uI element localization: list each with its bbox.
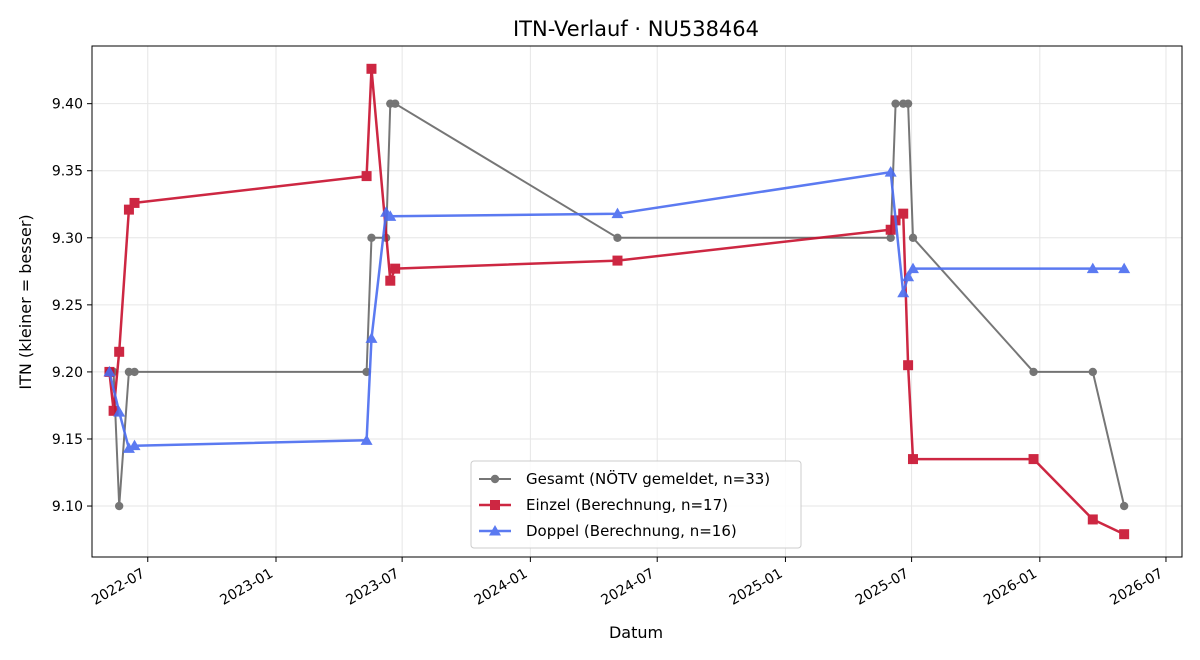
data-point [108, 405, 119, 416]
y-axis: 9.10 9.15 9.20 9.25 9.30 9.35 9.40 [52, 97, 92, 515]
data-point [360, 434, 373, 445]
data-point [130, 367, 139, 377]
data-point [367, 233, 376, 242]
data-point [1088, 367, 1097, 377]
data-point [1118, 262, 1131, 274]
y-tick-label: 9.20 [52, 365, 83, 381]
data-point [612, 255, 623, 266]
y-axis-label: ITN (kleiner = besser) [16, 214, 35, 389]
legend: Gesamt (NÖTV gemeldet, n=33) Einzel (Bere… [470, 460, 802, 549]
data-point [613, 233, 622, 242]
legend-entry-triangle [479, 525, 511, 536]
data-point [385, 275, 396, 286]
data-point [898, 208, 909, 219]
data-point [885, 224, 896, 235]
data-point [903, 99, 913, 108]
legend-label: Gesamt (NÖTV gemeldet, n=33) [526, 469, 770, 488]
legend-label: Einzel (Berechnung, n=17) [526, 496, 728, 514]
data-point [902, 270, 915, 282]
legend-label: Doppel (Berechnung, n=16) [526, 522, 737, 540]
data-point [897, 286, 910, 298]
series-triangle [103, 166, 1131, 453]
data-point [114, 346, 125, 357]
y-tick-label: 9.15 [52, 432, 83, 448]
data-point [103, 365, 116, 377]
data-point [1119, 501, 1129, 511]
chart-title: ITN-Verlauf · NU538464 [513, 17, 759, 41]
data-point [611, 207, 624, 219]
data-point [907, 454, 918, 465]
data-point [114, 501, 124, 511]
series-line [108, 67, 1125, 536]
data-point [113, 406, 126, 417]
y-tick-label: 9.35 [52, 164, 83, 180]
data-point [390, 263, 401, 274]
data-point [384, 210, 397, 221]
data-point [123, 204, 134, 215]
data-point [129, 197, 140, 208]
data-point [122, 442, 135, 453]
data-point [908, 233, 918, 242]
legend-box [470, 460, 802, 549]
y-tick-label: 9.40 [52, 97, 83, 113]
series-layer [103, 63, 1131, 540]
legend-marker [490, 474, 500, 484]
data-point [128, 439, 141, 451]
data-point [365, 332, 378, 343]
y-tick-label: 9.10 [52, 499, 83, 515]
legend-entry-square [479, 500, 511, 510]
data-point [366, 63, 377, 74]
data-point [886, 233, 895, 242]
data-point [884, 166, 897, 177]
data-point [891, 99, 900, 108]
data-point [1087, 514, 1098, 525]
legend-marker [489, 525, 501, 536]
legend-entry-circle [479, 474, 511, 484]
data-point [903, 360, 914, 371]
data-point [906, 262, 919, 274]
legend-marker [490, 500, 500, 510]
data-point [361, 171, 372, 182]
plot-frame [91, 45, 1183, 558]
data-point [1029, 367, 1038, 377]
x-axis-label: Datum [609, 623, 663, 642]
data-point [1086, 262, 1099, 274]
y-tick-label: 9.25 [52, 298, 83, 314]
data-point [1119, 529, 1130, 540]
data-point [1028, 454, 1039, 465]
series-circle [105, 99, 1129, 511]
data-point [390, 99, 400, 108]
y-tick-label: 9.30 [52, 231, 83, 247]
